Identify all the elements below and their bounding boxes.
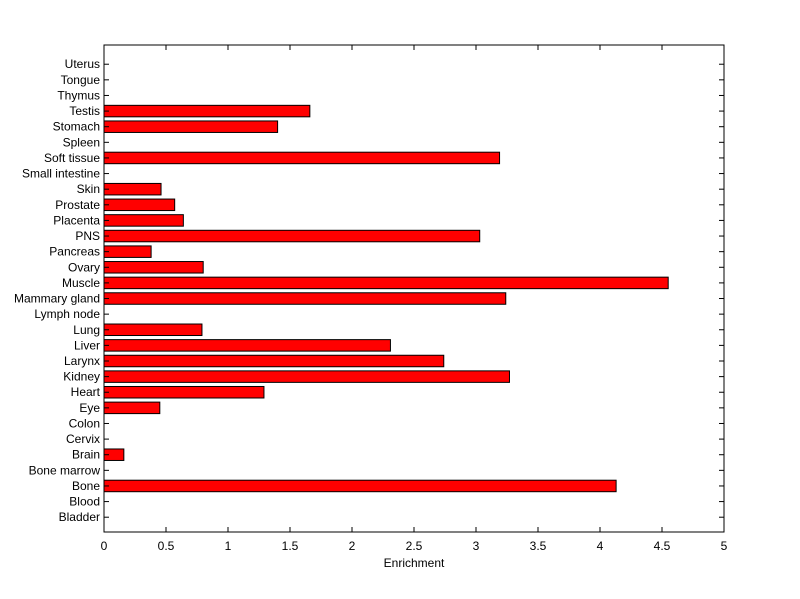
x-axis-ticks: 0 0.5 1 1.5 2 2.5 3 3.5 4 4.5 5 bbox=[101, 45, 728, 553]
y-tick-label-thymus: Thymus bbox=[57, 88, 100, 102]
bar-larynx bbox=[103, 354, 445, 368]
x-tick-label-0: 0 bbox=[101, 539, 108, 553]
bar-ovary bbox=[103, 261, 204, 274]
bar-skin bbox=[103, 182, 162, 196]
x-tick-label-2: 1 bbox=[225, 539, 232, 553]
bar-testis bbox=[103, 104, 311, 118]
y-tick-label-muscle: Muscle bbox=[62, 276, 100, 290]
y-tick-label-heart: Heart bbox=[71, 385, 101, 399]
x-tick-label-1: 0.5 bbox=[158, 539, 175, 553]
bar-soft-tissue bbox=[103, 151, 501, 165]
bar-prostate bbox=[103, 198, 176, 212]
x-tick-label-10: 5 bbox=[721, 539, 728, 553]
bar-pns bbox=[103, 229, 481, 243]
y-tick-label-prostate: Prostate bbox=[55, 198, 100, 212]
y-tick-label-tongue: Tongue bbox=[61, 73, 101, 87]
y-tick-label-kidney: Kidney bbox=[63, 370, 100, 384]
x-tick-label-9: 4.5 bbox=[654, 539, 671, 553]
bar-muscle bbox=[103, 276, 669, 290]
y-tick-label-bone-marrow: Bone marrow bbox=[29, 463, 101, 477]
y-tick-label-pancreas: Pancreas bbox=[49, 245, 100, 259]
bar-liver bbox=[103, 339, 391, 352]
x-tick-label-8: 4 bbox=[597, 539, 604, 553]
y-tick-label-cervix: Cervix bbox=[66, 432, 100, 446]
y-tick-label-lymph-node: Lymph node bbox=[34, 307, 100, 321]
x-tick-label-6: 3 bbox=[473, 539, 480, 553]
y-tick-label-eye: Eye bbox=[79, 401, 100, 415]
x-tick-label-5: 2.5 bbox=[406, 539, 423, 553]
x-tick-label-4: 2 bbox=[349, 539, 356, 553]
y-tick-label-mammary-gland: Mammary gland bbox=[14, 292, 100, 306]
bar-lung bbox=[103, 323, 203, 337]
y-tick-label-liver: Liver bbox=[74, 338, 100, 352]
y-tick-label-brain: Brain bbox=[72, 448, 100, 462]
x-tick-label-7: 3.5 bbox=[530, 539, 547, 553]
y-tick-label-lung: Lung bbox=[73, 323, 100, 337]
y-tick-label-placenta: Placenta bbox=[53, 213, 100, 227]
y-tick-label-pns: PNS bbox=[75, 229, 100, 243]
y-tick-label-larynx: Larynx bbox=[64, 354, 100, 368]
bar-pancreas bbox=[103, 245, 152, 258]
y-tick-label-small-intestine: Small intestine bbox=[22, 167, 100, 181]
x-tick-label-3: 1.5 bbox=[282, 539, 299, 553]
bar-eye bbox=[103, 401, 161, 415]
bar-bone bbox=[103, 479, 617, 493]
y-tick-label-skin: Skin bbox=[77, 182, 100, 196]
bar-placenta bbox=[103, 214, 184, 227]
y-tick-label-ovary: Ovary bbox=[68, 260, 100, 274]
y-tick-label-soft-tissue: Soft tissue bbox=[44, 151, 100, 165]
y-tick-label-testis: Testis bbox=[69, 104, 100, 118]
y-tick-label-uterus: Uterus bbox=[65, 57, 100, 71]
bar-kidney bbox=[103, 370, 510, 383]
y-tick-label-blood: Blood bbox=[69, 495, 100, 509]
bar-mammary-gland bbox=[103, 292, 507, 305]
y-tick-label-stomach: Stomach bbox=[53, 120, 100, 134]
y-tick-label-spleen: Spleen bbox=[63, 135, 100, 149]
bars bbox=[103, 104, 669, 493]
bar-stomach bbox=[103, 120, 279, 133]
y-tick-label-bladder: Bladder bbox=[59, 510, 100, 524]
x-axis-label: Enrichment bbox=[384, 556, 445, 570]
bar-heart bbox=[103, 385, 265, 399]
y-tick-label-bone: Bone bbox=[72, 479, 100, 493]
y-tick-label-colon: Colon bbox=[69, 416, 100, 430]
plot-frame bbox=[103, 44, 725, 533]
